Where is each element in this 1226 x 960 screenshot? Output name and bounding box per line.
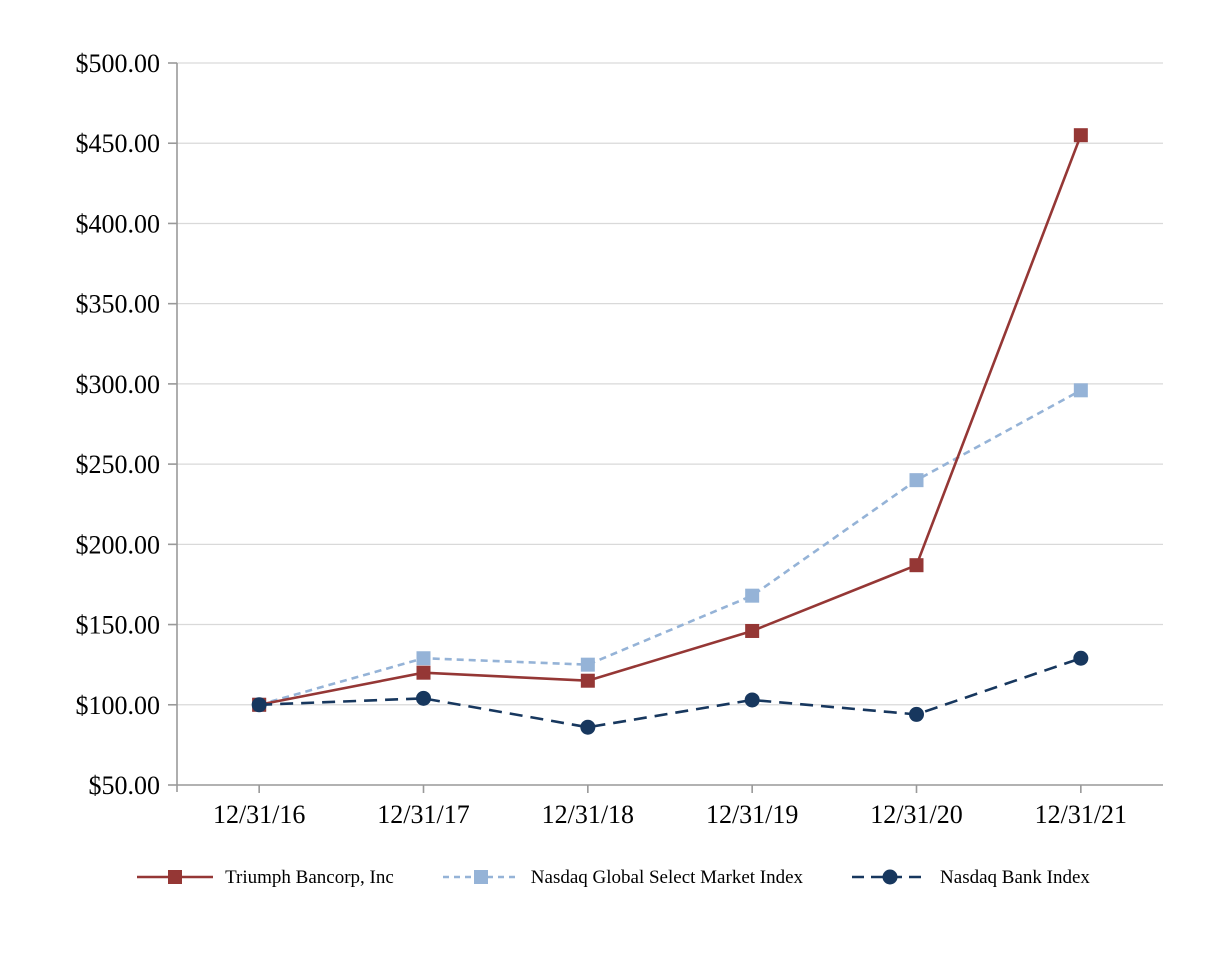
y-tick-label-500: $500.00 bbox=[76, 49, 161, 78]
x-tick-label-12-31-17: 12/31/17 bbox=[377, 800, 469, 829]
y-tick-label-50: $50.00 bbox=[89, 771, 161, 800]
legend-swatch-triumph-bancorp-icon bbox=[137, 870, 214, 884]
marker-triumph-bancorp-inc-12-31-19 bbox=[745, 623, 760, 638]
marker-nasdaq-global-select-market-index-12-31-17 bbox=[416, 651, 431, 666]
marker-nasdaq-bank-index-12-31-19 bbox=[744, 692, 760, 708]
y-tick-label-200: $200.00 bbox=[76, 530, 161, 559]
legend-marker-nasdaq-bank-index bbox=[882, 869, 898, 885]
legend-label-nasdaq-global-select: Nasdaq Global Select Market Index bbox=[530, 866, 804, 888]
series-line-nasdaq-bank-index bbox=[259, 657, 1082, 729]
y-tick-label-300: $300.00 bbox=[76, 370, 161, 399]
series-nasdaq-global-select-market-index bbox=[252, 383, 1088, 712]
legend-label-nasdaq-bank: Nasdaq Bank Index bbox=[940, 866, 1090, 888]
series-nasdaq-bank-index bbox=[251, 650, 1089, 735]
x-tick-label-12-31-19: 12/31/19 bbox=[706, 800, 798, 829]
legend-item-nasdaq-global-select: Nasdaq Global Select Market Index bbox=[442, 867, 803, 887]
y-tick-label-150: $150.00 bbox=[76, 611, 161, 640]
marker-nasdaq-bank-index-12-31-21 bbox=[1073, 650, 1089, 666]
legend-marker-nasdaq-global-select-market-index bbox=[473, 870, 488, 884]
legend-swatch-nasdaq-global-select-icon bbox=[442, 870, 519, 884]
y-tick-label-250: $250.00 bbox=[76, 450, 161, 479]
marker-triumph-bancorp-inc-12-31-17 bbox=[416, 665, 431, 680]
marker-triumph-bancorp-inc-12-31-18 bbox=[580, 673, 595, 688]
marker-triumph-bancorp-inc-12-31-21 bbox=[1073, 128, 1088, 143]
marker-nasdaq-bank-index-12-31-20 bbox=[909, 706, 924, 722]
chart-legend: Triumph Bancorp, Inc Nasdaq Global Selec… bbox=[0, 858, 1226, 896]
marker-nasdaq-global-select-market-index-12-31-19 bbox=[745, 588, 760, 603]
marker-nasdaq-global-select-market-index-12-31-18 bbox=[580, 657, 595, 672]
legend-label-triumph-bancorp: Triumph Bancorp, Inc bbox=[225, 866, 394, 888]
marker-nasdaq-bank-index-12-31-18 bbox=[580, 719, 596, 735]
marker-nasdaq-global-select-market-index-12-31-21 bbox=[1073, 383, 1088, 398]
series-line-nasdaq-global-select-market-index bbox=[258, 389, 1082, 707]
marker-triumph-bancorp-inc-12-31-20 bbox=[909, 558, 924, 573]
y-tick-label-100: $100.00 bbox=[76, 691, 161, 720]
x-tick-label-12-31-18: 12/31/18 bbox=[542, 800, 634, 829]
plot-area: $50.00 $100.00 $150.00 $200.00 $250.00 $300.0… bbox=[76, 49, 1163, 829]
y-tick-label-350: $350.00 bbox=[76, 290, 161, 319]
marker-nasdaq-global-select-market-index-12-31-20 bbox=[909, 473, 924, 488]
legend-swatch-nasdaq-bank-icon bbox=[852, 869, 929, 885]
marker-nasdaq-bank-index-12-31-17 bbox=[416, 690, 431, 706]
x-tick-label-12-31-20: 12/31/20 bbox=[870, 800, 962, 829]
series-line-triumph-bancorp-inc bbox=[258, 134, 1083, 707]
legend-marker-triumph-bancorp-inc bbox=[168, 870, 183, 884]
x-tick-label-12-31-21: 12/31/21 bbox=[1035, 800, 1127, 829]
y-tick-label-400: $400.00 bbox=[76, 209, 161, 238]
legend-item-triumph-bancorp: Triumph Bancorp, Inc bbox=[136, 867, 394, 887]
x-tick-label-12-31-16: 12/31/16 bbox=[213, 800, 305, 829]
legend-item-nasdaq-bank: Nasdaq Bank Index bbox=[851, 867, 1090, 887]
marker-nasdaq-bank-index-12-31-16 bbox=[251, 697, 267, 713]
y-tick-label-450: $450.00 bbox=[76, 129, 161, 158]
